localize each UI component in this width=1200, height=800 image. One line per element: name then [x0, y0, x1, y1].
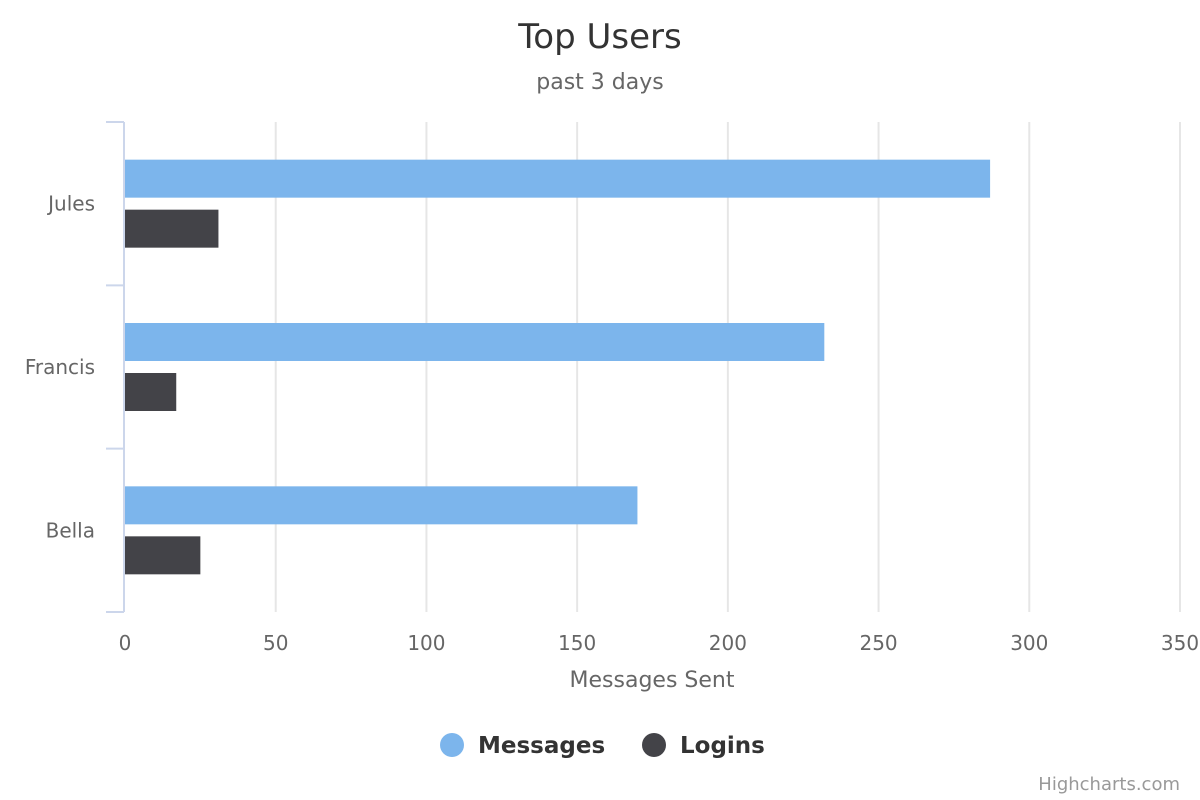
x-axis-title: Messages Sent — [570, 668, 735, 693]
credits-link[interactable]: Highcharts.com — [1038, 774, 1180, 795]
x-tick-label: 250 — [859, 631, 897, 655]
x-tick-label: 300 — [1010, 631, 1048, 655]
bar-messages-jules — [125, 159, 991, 198]
x-tick-label: 200 — [709, 631, 747, 655]
bar-logins-francis — [125, 373, 177, 411]
x-tick-label: 50 — [263, 631, 288, 655]
bar-logins-jules — [125, 209, 219, 248]
legend-label-logins[interactable]: Logins — [680, 733, 765, 759]
x-tick-label: 350 — [1161, 631, 1199, 655]
legend-marker-logins — [642, 733, 666, 757]
grid-lines — [274, 122, 1181, 612]
x-tick-label: 150 — [558, 631, 596, 655]
y-tick-label: Francis — [25, 355, 95, 379]
bars — [125, 159, 991, 575]
x-tick-label: 0 — [119, 631, 132, 655]
y-tick-label: Bella — [46, 518, 95, 542]
legend-marker-messages — [440, 733, 464, 757]
x-tick-label: 100 — [407, 631, 445, 655]
legend-label-messages[interactable]: Messages — [478, 733, 605, 759]
chart-subtitle: past 3 days — [536, 70, 663, 95]
axes: 0 50 100 150 200 250 300 350 Jules Francis Bella — [25, 121, 1199, 655]
bar-messages-bella — [125, 486, 638, 525]
y-tick-label: Jules — [46, 192, 95, 216]
legend: Messages Logins — [440, 733, 765, 759]
bar-logins-bella — [125, 536, 201, 575]
bar-messages-francis — [125, 323, 825, 361]
chart-title: Top Users — [517, 17, 681, 57]
